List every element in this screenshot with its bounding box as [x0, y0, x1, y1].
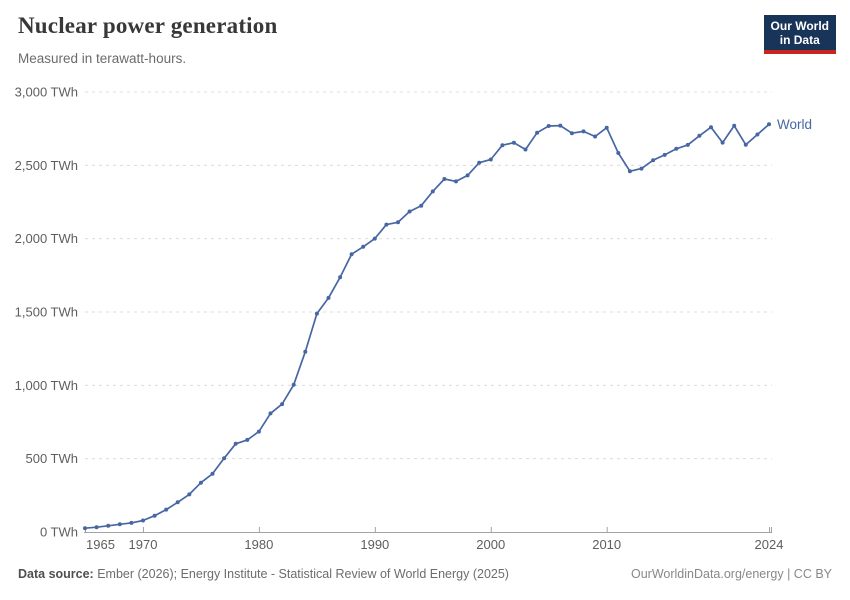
data-point[interactable]	[674, 146, 679, 151]
data-point[interactable]	[280, 402, 285, 407]
y-tick-label: 500 TWh	[25, 451, 78, 466]
data-point[interactable]	[616, 151, 621, 155]
data-point[interactable]	[361, 244, 366, 249]
data-point[interactable]	[697, 133, 702, 138]
data-point[interactable]	[662, 152, 667, 157]
y-tick-label: 2,500 TWh	[15, 158, 78, 173]
series-label-world[interactable]: World	[777, 117, 812, 132]
data-point[interactable]	[581, 129, 586, 134]
data-point[interactable]	[546, 124, 551, 128]
data-point[interactable]	[268, 411, 273, 416]
y-tick-label: 0 TWh	[40, 525, 78, 540]
x-tick-label: 2000	[476, 537, 505, 552]
data-point[interactable]	[743, 142, 748, 147]
y-tick-label: 3,000 TWh	[15, 85, 78, 100]
data-point[interactable]	[303, 349, 308, 354]
data-point[interactable]	[141, 518, 145, 523]
data-point[interactable]	[477, 160, 482, 165]
data-point[interactable]	[500, 143, 505, 148]
x-tick-label: 1965	[86, 537, 115, 552]
data-point[interactable]	[430, 189, 435, 194]
data-point[interactable]	[465, 173, 470, 178]
data-point[interactable]	[384, 222, 389, 227]
data-point[interactable]	[372, 236, 377, 241]
data-point[interactable]	[651, 158, 656, 163]
data-point[interactable]	[198, 480, 203, 485]
owid-logo[interactable]: Our World in Data	[763, 15, 836, 54]
data-point[interactable]	[175, 500, 180, 505]
data-point[interactable]	[256, 429, 261, 434]
data-point[interactable]	[419, 203, 424, 208]
data-point[interactable]	[488, 157, 493, 162]
x-tick-label: 1970	[129, 537, 158, 552]
data-point[interactable]	[164, 507, 169, 512]
data-point[interactable]	[639, 166, 644, 171]
data-point[interactable]	[396, 220, 400, 225]
data-point[interactable]	[558, 123, 563, 128]
x-tick-label: 2024	[755, 537, 784, 552]
data-point[interactable]	[523, 147, 528, 152]
data-point[interactable]	[535, 130, 540, 135]
chart-footer: Data source: Ember (2026); Energy Instit…	[18, 567, 832, 581]
chart-subtitle: Measured in terawatt-hours.	[18, 51, 187, 66]
data-point[interactable]	[326, 295, 331, 300]
x-tick-label: 1980	[244, 537, 273, 552]
logo-line-1: Our World	[770, 19, 829, 33]
data-point[interactable]	[709, 125, 713, 130]
logo-line-2: in Data	[779, 33, 820, 47]
data-source-label: Data source:	[18, 567, 94, 581]
data-point[interactable]	[106, 523, 111, 528]
data-point[interactable]	[129, 520, 134, 525]
data-point[interactable]	[152, 513, 157, 518]
y-tick-label: 1,500 TWh	[15, 305, 78, 320]
data-point[interactable]	[338, 275, 343, 280]
data-point[interactable]	[94, 525, 99, 530]
data-point[interactable]	[210, 471, 215, 476]
data-point[interactable]	[569, 131, 574, 136]
data-point[interactable]	[222, 456, 227, 461]
data-point[interactable]	[245, 437, 250, 442]
data-point[interactable]	[627, 169, 632, 174]
data-point[interactable]	[511, 140, 516, 145]
data-point[interactable]	[720, 140, 725, 145]
data-point[interactable]	[407, 209, 412, 214]
data-point[interactable]	[454, 179, 458, 184]
data-point[interactable]	[593, 134, 598, 139]
data-point[interactable]	[291, 382, 296, 387]
page-title: Nuclear power generation	[18, 13, 278, 38]
data-point[interactable]	[767, 122, 771, 127]
credit-link[interactable]: OurWorldinData.org/energy | CC BY	[630, 567, 832, 581]
series-line-world[interactable]	[84, 123, 770, 530]
data-point[interactable]	[442, 177, 447, 181]
data-point[interactable]	[233, 441, 238, 446]
data-point[interactable]	[755, 132, 760, 137]
data-point[interactable]	[83, 526, 87, 531]
data-point[interactable]	[117, 522, 122, 527]
data-point[interactable]	[187, 492, 192, 497]
y-tick-label: 2,000 TWh	[15, 231, 78, 246]
data-point[interactable]	[604, 125, 609, 130]
data-point[interactable]	[349, 252, 354, 257]
x-tick-label: 2010	[592, 537, 621, 552]
data-source: Data source: Ember (2026); Energy Instit…	[18, 567, 509, 581]
data-point[interactable]	[314, 311, 319, 316]
data-point[interactable]	[732, 123, 737, 128]
y-tick-label: 1,000 TWh	[15, 378, 78, 393]
data-source-text: Ember (2026); Energy Institute - Statist…	[97, 567, 509, 581]
data-point[interactable]	[685, 142, 690, 147]
x-tick-label: 1990	[360, 537, 389, 552]
